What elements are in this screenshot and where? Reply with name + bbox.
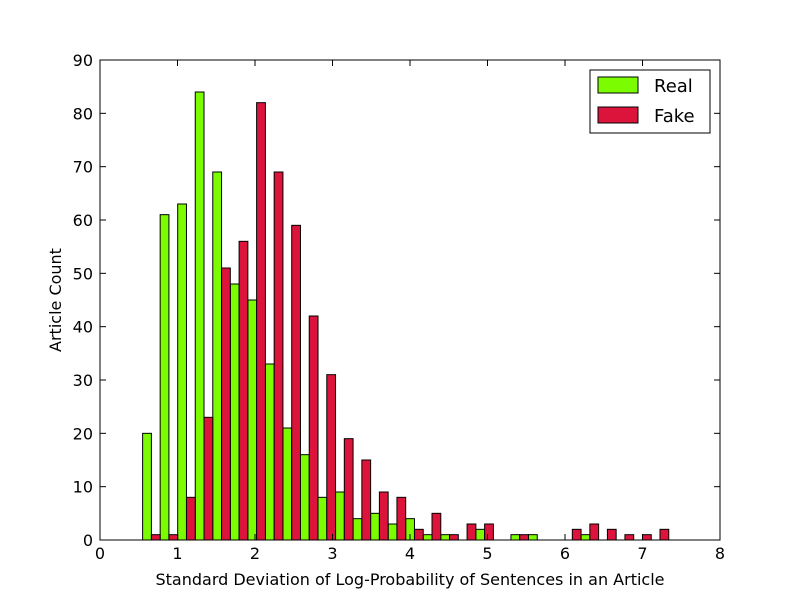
- bar-real-8: [282, 427, 293, 541]
- x-tick-label-0: 0: [95, 544, 105, 563]
- bar-fake-2: [185, 496, 196, 541]
- bar-real-10: [317, 496, 328, 541]
- y-tick-label-1: 10: [73, 478, 93, 497]
- bar-fake-10: [326, 374, 337, 541]
- x-tick-label-4: 4: [405, 544, 415, 563]
- legend-swatch-real: [597, 76, 639, 94]
- bar-fake-21: [519, 534, 529, 541]
- bar-real-6: [247, 299, 258, 541]
- bar-fake-17: [449, 534, 459, 541]
- bar-fake-24: [571, 528, 582, 541]
- bar-fake-29: [659, 528, 670, 541]
- bar-fake-4: [221, 267, 231, 541]
- y-tick-label-7: 70: [73, 158, 93, 177]
- bar-real-13: [370, 512, 380, 541]
- bar-fake-5: [238, 240, 249, 541]
- y-tick-label-2: 20: [73, 424, 93, 443]
- bar-fake-19: [484, 523, 494, 541]
- legend-label-real: Real: [654, 76, 693, 97]
- bar-real-17: [440, 534, 451, 541]
- y-tick-label-4: 40: [73, 318, 93, 337]
- bar-fake-25: [589, 523, 600, 541]
- bar-fake-6: [256, 102, 266, 541]
- bar-real-14: [387, 523, 398, 541]
- bar-fake-11: [343, 438, 354, 541]
- bar-fake-9: [308, 315, 319, 541]
- bar-fake-1: [168, 534, 179, 541]
- y-tick-label-3: 30: [73, 371, 93, 390]
- x-tick-label-6: 6: [560, 544, 570, 563]
- bar-fake-28: [641, 534, 652, 541]
- x-axis-label: Standard Deviation of Log-Probability of…: [155, 570, 664, 589]
- y-axis-label: Article Count: [46, 248, 65, 352]
- bar-fake-18: [466, 523, 477, 541]
- bar-real-12: [352, 518, 363, 541]
- bar-fake-3: [203, 416, 214, 541]
- legend: Real Fake: [589, 69, 711, 134]
- bar-fake-16: [431, 512, 442, 541]
- bar-real-19: [475, 528, 486, 541]
- y-tick-label-5: 50: [73, 264, 93, 283]
- bar-real-1: [159, 214, 170, 541]
- bar-real-7: [264, 363, 275, 541]
- x-tick-label-1: 1: [172, 544, 182, 563]
- bar-real-3: [194, 91, 205, 541]
- y-tick-label-0: 0: [83, 531, 93, 550]
- x-tick-label-5: 5: [482, 544, 492, 563]
- bar-fake-26: [606, 528, 617, 541]
- bar-fake-15: [413, 528, 424, 541]
- x-tick-label-8: 8: [715, 544, 725, 563]
- x-tick-label-2: 2: [250, 544, 260, 563]
- bar-real-22: [527, 534, 538, 541]
- bar-real-21: [510, 534, 521, 541]
- bar-fake-13: [378, 491, 389, 541]
- bar-fake-0: [150, 534, 161, 541]
- bar-fake-7: [273, 171, 284, 541]
- bar-fake-27: [624, 534, 635, 541]
- y-tick-label-8: 80: [73, 104, 93, 123]
- bar-real-11: [335, 491, 345, 541]
- plot-frame: [99, 59, 721, 541]
- bar-real-0: [142, 432, 152, 541]
- y-tick-label-9: 90: [73, 51, 93, 70]
- bar-real-25: [580, 534, 591, 541]
- x-tick-label-7: 7: [637, 544, 647, 563]
- legend-swatch-fake: [597, 106, 639, 124]
- bar-real-16: [422, 534, 433, 541]
- bar-real-2: [177, 203, 187, 541]
- bar-real-9: [299, 454, 310, 541]
- bar-fake-8: [291, 224, 301, 541]
- bar-fake-14: [396, 496, 407, 541]
- bar-fake-12: [361, 459, 372, 541]
- legend-label-fake: Fake: [654, 106, 695, 127]
- bar-real-5: [229, 283, 240, 541]
- bar-real-4: [212, 171, 223, 541]
- x-tick-label-3: 3: [327, 544, 337, 563]
- y-tick-label-6: 60: [73, 211, 93, 230]
